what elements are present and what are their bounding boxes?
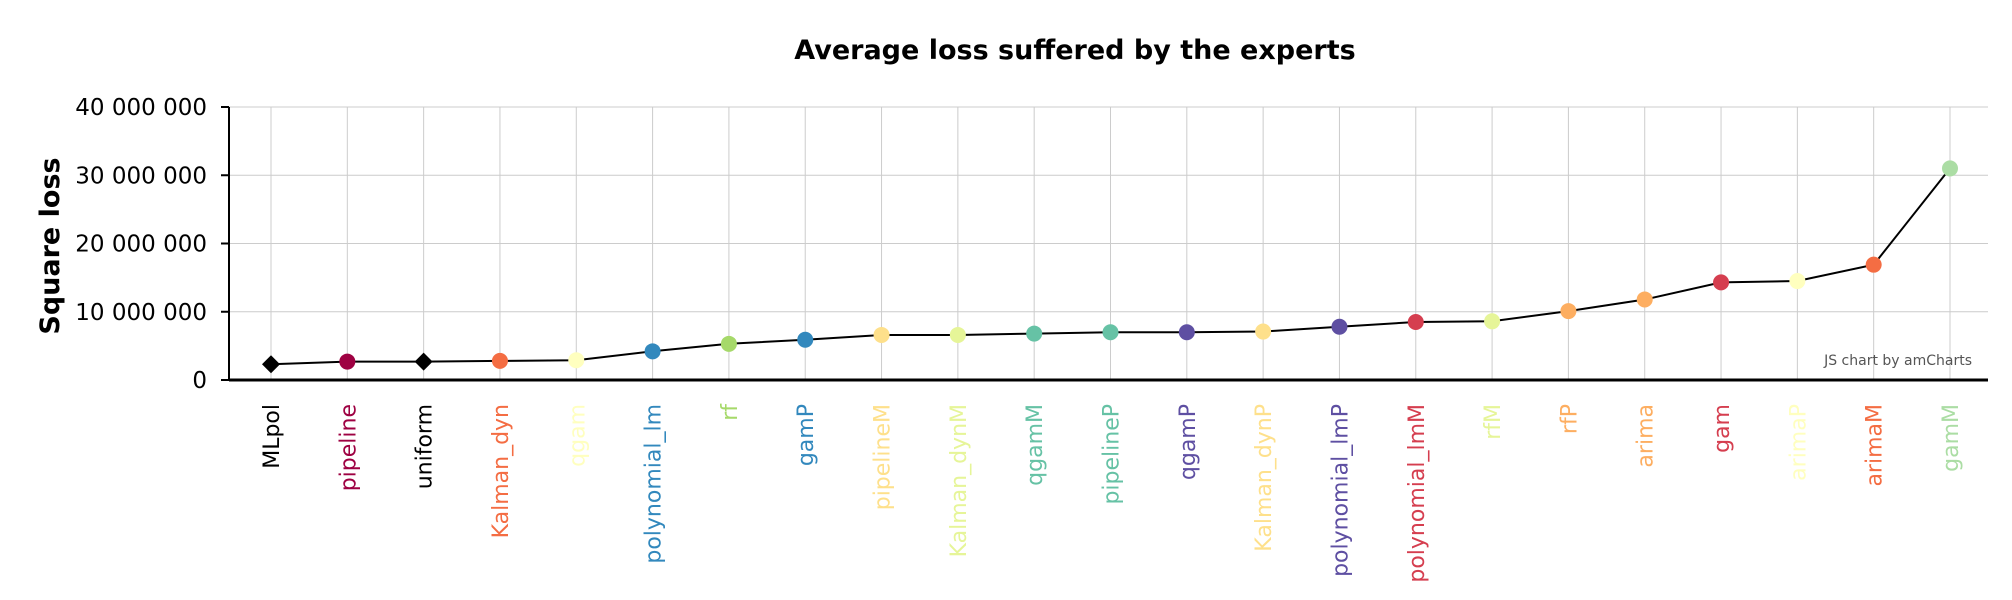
data-point-polynomial_lmM[interactable] — [1407, 313, 1424, 330]
x-tick-label: qgamP — [1176, 404, 1201, 480]
x-tick-label: arimaM — [1863, 404, 1888, 487]
x-tick-label: gamM — [1939, 404, 1964, 472]
data-point-rf[interactable] — [720, 335, 737, 352]
x-tick-label: Kalman_dynP — [1252, 404, 1277, 552]
y-tick-label: 40 000 000 — [75, 95, 207, 121]
chart-title: Average loss suffered by the experts — [794, 35, 1355, 66]
data-point-Kalman_dyn[interactable] — [491, 352, 508, 369]
data-point-polynomial_lm[interactable] — [644, 343, 661, 360]
data-points — [262, 160, 1958, 374]
x-tick-label: Kalman_dynM — [947, 404, 972, 557]
x-tick-label: rfM — [1481, 404, 1506, 440]
x-tick-label: gamP — [794, 404, 819, 466]
data-point-rfP[interactable] — [1560, 303, 1577, 320]
data-point-uniform[interactable] — [414, 352, 433, 371]
x-tick-label: polynomial_lm — [642, 404, 667, 564]
y-tick-label: 10 000 000 — [75, 300, 207, 326]
data-point-rfM[interactable] — [1484, 313, 1501, 330]
axes — [221, 106, 1988, 382]
data-point-arimaM[interactable] — [1865, 256, 1882, 273]
data-point-qgam[interactable] — [568, 352, 585, 369]
data-point-Kalman_dynP[interactable] — [1255, 323, 1272, 340]
y-axis-label: Square loss — [35, 157, 66, 334]
y-tick-label: 0 — [192, 368, 207, 394]
data-point-gam[interactable] — [1713, 274, 1730, 291]
x-tick-label: pipeline — [336, 404, 361, 491]
x-tick-label: polynomial_lmM — [1405, 404, 1430, 583]
data-point-arima[interactable] — [1636, 291, 1653, 308]
x-tick-label: Kalman_dyn — [489, 404, 514, 538]
data-point-Kalman_dynM[interactable] — [949, 326, 966, 343]
data-point-gamP[interactable] — [797, 331, 814, 348]
data-point-pipelineM[interactable] — [873, 326, 890, 343]
data-point-pipeline[interactable] — [339, 353, 356, 370]
data-point-MLpol[interactable] — [262, 355, 280, 374]
x-tick-label: gam — [1710, 404, 1735, 453]
x-tick-label: arimaP — [1786, 404, 1811, 481]
data-point-gamM[interactable] — [1942, 160, 1958, 177]
x-tick-label: MLpol — [260, 404, 285, 469]
data-point-pipelineP[interactable] — [1102, 324, 1119, 341]
x-tick-labels: MLpol pipeline uniform Kalman_dyn qgam polyno… — [260, 403, 1964, 583]
x-tick-label: pipelineP — [1100, 404, 1125, 505]
x-tick-label: rf — [718, 403, 743, 421]
data-point-polynomial_lmP[interactable] — [1331, 318, 1348, 335]
x-tick-label: pipelineM — [871, 404, 896, 510]
x-tick-label: arima — [1634, 404, 1659, 468]
chart-credit[interactable]: JS chart by amCharts — [1823, 353, 1972, 369]
x-tick-label: qgamM — [1023, 404, 1048, 486]
y-tick-labels: 0 10 000 000 20 000 000 30 000 000 40 000 00… — [75, 95, 207, 394]
data-point-qgamP[interactable] — [1178, 324, 1195, 341]
y-tick-label: 30 000 000 — [75, 163, 207, 189]
data-point-qgamM[interactable] — [1026, 325, 1043, 342]
y-tick-label: 20 000 000 — [75, 232, 207, 258]
x-tick-label: qgam — [565, 404, 590, 467]
x-tick-label: rfP — [1557, 404, 1582, 434]
data-point-arimaP[interactable] — [1789, 273, 1806, 290]
x-tick-label: polynomial_lmP — [1328, 404, 1353, 577]
x-tick-label: uniform — [413, 404, 438, 489]
